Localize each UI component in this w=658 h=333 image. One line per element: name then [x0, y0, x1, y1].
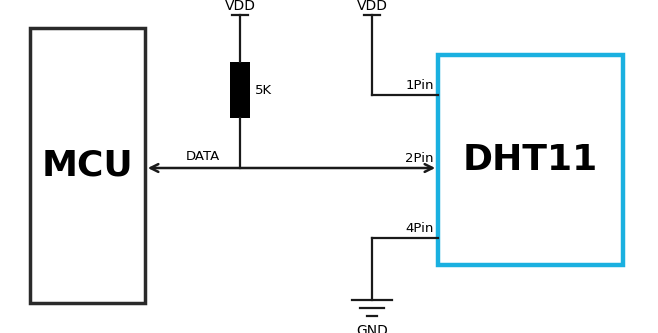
Text: GND: GND — [356, 324, 388, 333]
Text: 4Pin: 4Pin — [405, 222, 434, 235]
Text: 2Pin: 2Pin — [405, 152, 434, 165]
Text: VDD: VDD — [357, 0, 388, 13]
Text: DATA: DATA — [186, 150, 220, 163]
Text: VDD: VDD — [224, 0, 255, 13]
Text: DHT11: DHT11 — [463, 143, 598, 177]
Bar — [30, 28, 145, 303]
Text: 5K: 5K — [255, 84, 272, 97]
Text: 1Pin: 1Pin — [405, 79, 434, 92]
Bar — [230, 62, 250, 118]
Text: MCU: MCU — [41, 149, 134, 182]
Bar — [438, 55, 623, 265]
